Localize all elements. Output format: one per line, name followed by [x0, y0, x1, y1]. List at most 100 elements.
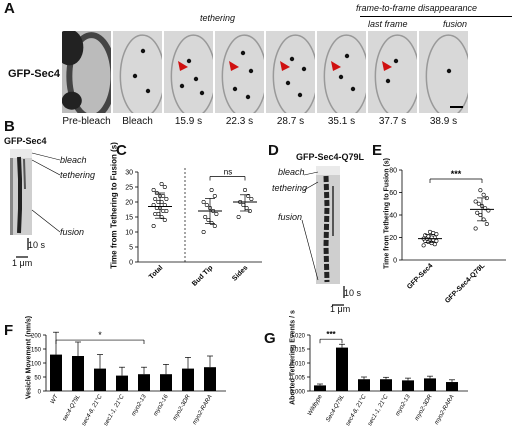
sig-label: *	[98, 330, 102, 340]
data-point	[209, 187, 214, 192]
cell-outline	[170, 34, 213, 113]
data-point	[209, 221, 214, 226]
panel-b-fusion-label: fusion	[60, 227, 85, 237]
red-arrowhead	[280, 61, 290, 71]
bar	[336, 347, 348, 391]
y-tick-label: 30	[125, 170, 133, 177]
vesicle-dot	[301, 66, 307, 72]
panel-a-time-label: Pre-bleach	[62, 116, 111, 127]
panel-d-bleach-label: bleach	[278, 167, 305, 177]
y-tick-label: 200	[31, 334, 42, 340]
panel-d-kymograph	[316, 166, 340, 284]
vesicle-dot	[193, 76, 199, 82]
data-point	[156, 199, 161, 204]
y-tick-label: 100	[31, 362, 42, 368]
cell-outline	[272, 34, 315, 113]
data-point	[164, 208, 169, 213]
data-point	[159, 181, 164, 186]
vesicle-dot	[393, 58, 399, 64]
red-arrowhead	[331, 61, 341, 71]
data-point	[434, 232, 439, 237]
data-point	[162, 184, 167, 189]
y-tick-label: 60	[389, 190, 397, 197]
cell-outline	[425, 34, 468, 113]
data-point	[432, 242, 437, 247]
vesicle-dot	[350, 86, 356, 92]
data-point	[241, 202, 246, 207]
panel-a-time-label: 38.9 s	[429, 116, 458, 127]
data-point	[204, 202, 209, 207]
panel-a-time-label: 15.9 s	[174, 116, 203, 127]
bar	[358, 379, 370, 391]
x-tick-label: GFP-Sec4	[406, 262, 434, 290]
y-tick-label: 0.000	[290, 390, 306, 396]
panel-g-chart: 0.000 0.005 0.010 0.015 0.020 Wildtype Sec4-Q7…	[290, 330, 468, 427]
panel-d-space-scale: 1 μm	[330, 304, 351, 314]
panel-a-time-label: 22.3 s	[225, 116, 254, 127]
panel-b-tethering-label: tethering	[60, 170, 96, 180]
vesicle-dot	[179, 83, 185, 89]
y-tick-label: 20	[125, 200, 133, 207]
x-tick-label: myo2-16	[153, 393, 170, 417]
panel-a-time-label: 35.1 s	[327, 116, 356, 127]
data-point	[212, 224, 217, 229]
panel-f-ylabel: Vesicle Movement (nm/s)	[25, 315, 33, 400]
y-tick-label: 80	[389, 168, 397, 175]
panel-d-pointers	[301, 171, 319, 281]
x-tick-label: myo2-RARA	[434, 394, 456, 426]
bar	[116, 375, 128, 391]
panel-c-ylabel: Time from Tethering to Fusion (s)	[109, 142, 119, 269]
data-point	[473, 226, 478, 231]
x-tick-label: sec4-8, 21°C	[81, 393, 104, 427]
panel-a-time-label: 28.7 s	[276, 116, 305, 127]
data-point	[423, 233, 428, 238]
panel-b-kymograph	[10, 149, 32, 235]
panel-d-letter: D	[268, 142, 279, 159]
y-tick-label: 10	[125, 230, 133, 237]
data-point	[161, 193, 166, 198]
y-tick-label: 50	[34, 376, 41, 382]
panel-b-space-scale: 1 μm	[12, 258, 33, 268]
data-point	[203, 215, 208, 220]
panel-a-row-label: GFP-Sec4	[8, 68, 60, 80]
data-point	[475, 210, 480, 215]
panel-e-chart: 0 20 40 60 80 GFP-Sec4 GFP-Sec4-Q79L ***	[389, 168, 506, 305]
panel-b-title: GFP-Sec4	[4, 136, 47, 146]
red-arrowhead	[178, 61, 188, 71]
y-tick-label: 0.005	[290, 376, 306, 382]
data-point	[151, 187, 156, 192]
x-tick-label: sec1-1, 21°C	[367, 393, 390, 427]
x-tick-label: myo2-3DR	[414, 393, 434, 421]
panel-a-frame	[368, 31, 417, 113]
panel-a-tethering-label: tethering	[200, 13, 236, 23]
y-tick-label: 0.015	[290, 348, 306, 354]
red-arrowhead	[382, 61, 392, 71]
vesicle-dot	[248, 68, 254, 74]
bar	[402, 380, 414, 391]
panel-a-time-label: Bleach	[122, 116, 153, 127]
cell-outline	[66, 32, 111, 113]
panel-d-fusion-label: fusion	[278, 212, 303, 222]
panel-c-letter: C	[116, 142, 127, 159]
panel-a-fusion-label: fusion	[443, 19, 468, 29]
panel-c-chart: 0 5 10 15 20 25 30 Total Bud Tip Sides ns	[125, 168, 262, 288]
vesicle-dot	[285, 80, 291, 86]
sig-label: ***	[451, 169, 462, 179]
panel-a-frame	[113, 31, 162, 113]
bar	[424, 378, 436, 391]
data-point	[201, 199, 206, 204]
data-point	[429, 241, 434, 246]
cell-outline	[119, 34, 162, 113]
panel-a-frame	[317, 31, 366, 113]
vesicle-dot	[446, 68, 452, 74]
data-point	[201, 230, 206, 235]
data-point	[427, 229, 432, 234]
data-point	[244, 205, 249, 210]
x-tick-label: Total	[148, 264, 164, 280]
y-tick-label: 0	[129, 260, 133, 267]
panel-a-frame	[164, 31, 213, 113]
panel-a-disappear-label: frame-to-frame disappearance	[356, 3, 478, 13]
bar	[380, 379, 392, 391]
vesicle-dot	[289, 56, 295, 62]
data-point	[236, 215, 241, 220]
